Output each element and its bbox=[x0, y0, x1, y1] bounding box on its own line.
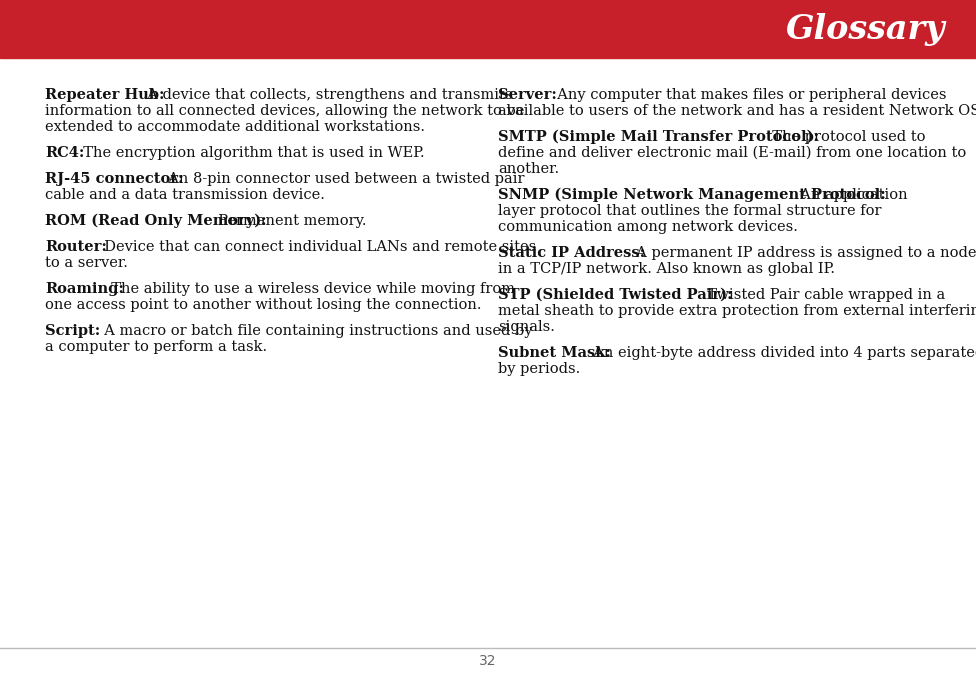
Text: extended to accommodate additional workstations.: extended to accommodate additional works… bbox=[45, 120, 425, 134]
Text: another.: another. bbox=[498, 162, 559, 176]
Text: A device that collects, strengthens and transmits: A device that collects, strengthens and … bbox=[138, 88, 512, 102]
Text: STP (Shielded Twisted Pair):: STP (Shielded Twisted Pair): bbox=[498, 288, 733, 302]
Text: one access point to another without losing the connection.: one access point to another without losi… bbox=[45, 298, 481, 312]
Text: Script:: Script: bbox=[45, 324, 101, 338]
Text: define and deliver electronic mail (E-mail) from one location to: define and deliver electronic mail (E-ma… bbox=[498, 146, 966, 160]
Text: RJ-45 connector:: RJ-45 connector: bbox=[45, 172, 183, 186]
Text: cable and a data transmission device.: cable and a data transmission device. bbox=[45, 188, 325, 202]
Text: SMTP (Simple Mail Transfer Protocol):: SMTP (Simple Mail Transfer Protocol): bbox=[498, 130, 819, 144]
Text: An application: An application bbox=[792, 188, 908, 202]
Text: Server:: Server: bbox=[498, 88, 557, 102]
Text: A macro or batch file containing instructions and used by: A macro or batch file containing instruc… bbox=[95, 324, 533, 338]
Text: Device that can connect individual LANs and remote sites: Device that can connect individual LANs … bbox=[95, 240, 536, 254]
Text: The ability to use a wireless device while moving from: The ability to use a wireless device whi… bbox=[102, 282, 515, 296]
Text: ROM (Read Only Memory):: ROM (Read Only Memory): bbox=[45, 214, 266, 228]
Text: The encryption algorithm that is used in WEP.: The encryption algorithm that is used in… bbox=[73, 146, 425, 160]
Text: to a server.: to a server. bbox=[45, 256, 128, 270]
Text: in a TCP/IP network. Also known as global IP.: in a TCP/IP network. Also known as globa… bbox=[498, 262, 835, 276]
Text: SNMP (Simple Network Management Protocol:: SNMP (Simple Network Management Protocol… bbox=[498, 188, 886, 202]
Text: Router:: Router: bbox=[45, 240, 107, 254]
Text: RC4:: RC4: bbox=[45, 146, 84, 160]
Text: metal sheath to provide extra protection from external interfering: metal sheath to provide extra protection… bbox=[498, 304, 976, 318]
Text: Subnet Mask:: Subnet Mask: bbox=[498, 346, 611, 360]
Text: Glossary: Glossary bbox=[786, 13, 945, 45]
Text: An 8-pin connector used between a twisted pair: An 8-pin connector used between a twiste… bbox=[159, 172, 525, 186]
Text: by periods.: by periods. bbox=[498, 362, 581, 376]
Text: a computer to perform a task.: a computer to perform a task. bbox=[45, 340, 267, 354]
Text: A permanent IP address is assigned to a node: A permanent IP address is assigned to a … bbox=[627, 246, 976, 260]
Text: Permanent memory.: Permanent memory. bbox=[210, 214, 367, 228]
Text: signals.: signals. bbox=[498, 320, 555, 334]
Text: Any computer that makes files or peripheral devices: Any computer that makes files or periphe… bbox=[549, 88, 947, 102]
Text: The protocol used to: The protocol used to bbox=[762, 130, 925, 144]
Text: information to all connected devices, allowing the network to be: information to all connected devices, al… bbox=[45, 104, 524, 118]
Text: available to users of the network and has a resident Network OS.: available to users of the network and ha… bbox=[498, 104, 976, 118]
Text: Roaming:: Roaming: bbox=[45, 282, 124, 296]
Text: communication among network devices.: communication among network devices. bbox=[498, 220, 797, 234]
Text: Repeater Hub:: Repeater Hub: bbox=[45, 88, 165, 102]
Text: Static IP Address:: Static IP Address: bbox=[498, 246, 645, 260]
Text: layer protocol that outlines the formal structure for: layer protocol that outlines the formal … bbox=[498, 204, 881, 218]
Text: 32: 32 bbox=[479, 654, 497, 668]
Text: Twisted Pair cable wrapped in a: Twisted Pair cable wrapped in a bbox=[698, 288, 946, 302]
Text: An eight-byte address divided into 4 parts separated: An eight-byte address divided into 4 par… bbox=[584, 346, 976, 360]
Bar bbox=[0, 0, 976, 58]
